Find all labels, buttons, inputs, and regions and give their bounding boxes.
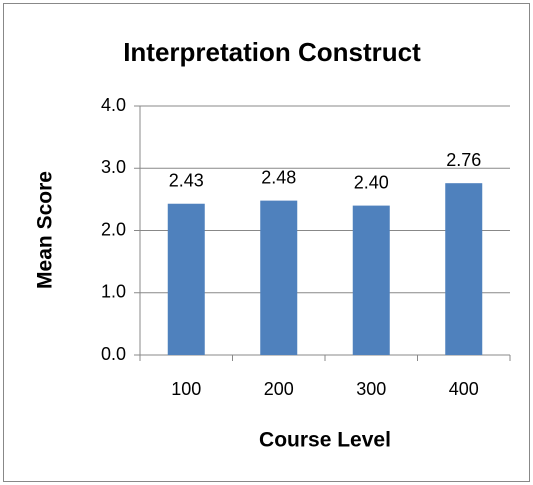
- bar: [260, 200, 298, 355]
- data-label: 2.43: [169, 170, 204, 190]
- y-tick-label: 1.0: [101, 282, 126, 302]
- bar: [167, 203, 205, 355]
- x-tick-label: 300: [356, 379, 386, 399]
- data-label: 2.48: [261, 167, 296, 187]
- bar: [352, 205, 390, 355]
- x-tick-label: 200: [264, 379, 294, 399]
- y-axis-title: Mean Score: [34, 171, 57, 289]
- x-tick-label: 100: [171, 379, 201, 399]
- y-tick-label: 3.0: [101, 157, 126, 177]
- x-axis-title: Course Level: [259, 429, 391, 452]
- data-label: 2.76: [446, 150, 481, 170]
- y-tick-label: 2.0: [101, 219, 126, 239]
- bar: [445, 183, 483, 355]
- y-tick-label: 0.0: [101, 344, 126, 364]
- y-tick-label: 4.0: [101, 95, 126, 115]
- data-label: 2.40: [354, 172, 389, 192]
- chart-title: Interpretation Construct: [123, 37, 421, 67]
- x-tick-label: 400: [449, 379, 479, 399]
